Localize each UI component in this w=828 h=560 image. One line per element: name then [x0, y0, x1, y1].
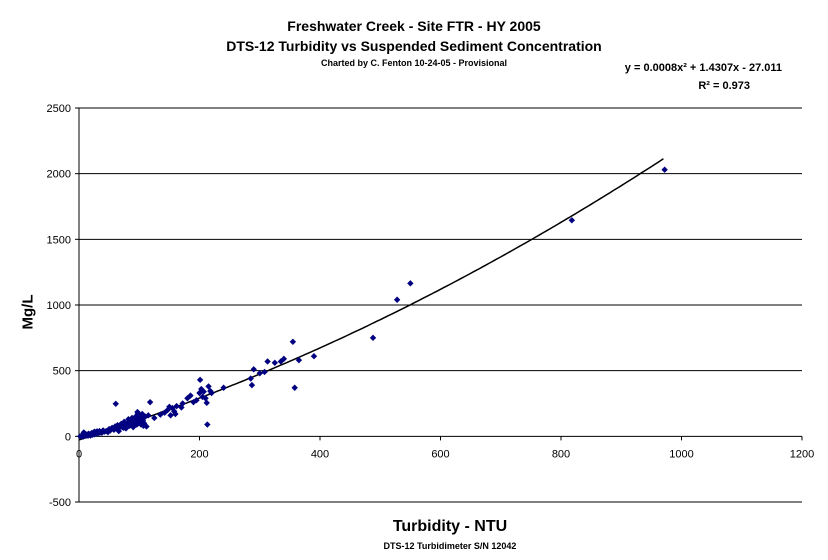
data-point — [289, 338, 297, 345]
data-point — [250, 366, 257, 373]
y-tick-label: 2000 — [47, 169, 71, 181]
y-tick-label: -500 — [49, 497, 71, 509]
data-point — [264, 358, 271, 365]
data-point — [661, 166, 668, 173]
data-point — [568, 217, 576, 224]
chart-title-line-2: DTS-12 Turbidity vs Suspended Sediment C… — [226, 38, 602, 54]
y-axis-ticks: 2500 2000 1500 1000 500 0 -500 — [47, 103, 79, 509]
trendline-r2: R² = 0.973 — [698, 80, 750, 92]
data-point — [151, 414, 158, 422]
data-point — [220, 384, 227, 391]
chart-subtitle: Charted by C. Fenton 10-24-05 - Provisio… — [320, 58, 508, 68]
data-point — [203, 399, 210, 407]
data-point — [179, 400, 186, 407]
x-axis-label: Turbidity - NTU — [392, 518, 508, 535]
x-tick-label: 1000 — [669, 448, 693, 460]
data-point — [200, 388, 207, 395]
chart-title: Freshwater Creek - Site FTR - HY 2005 — [287, 18, 541, 34]
data-point — [95, 430, 102, 437]
data-point — [256, 370, 263, 377]
data-point — [172, 410, 179, 418]
x-tick-label: 800 — [552, 448, 570, 460]
data-point — [407, 280, 414, 287]
y-tick-label: 0 — [65, 431, 71, 443]
x-tick-label: 200 — [190, 448, 208, 460]
data-point — [310, 353, 318, 360]
data-point — [202, 395, 209, 402]
y-tick-label: 1000 — [47, 300, 71, 312]
y-tick-label: 500 — [53, 366, 71, 378]
x-tick-label: 1200 — [790, 448, 814, 460]
trendline — [78, 158, 664, 441]
data-point — [193, 397, 200, 404]
data-point — [248, 381, 256, 389]
data-point — [271, 359, 279, 366]
x-tick-label: 400 — [311, 448, 329, 460]
data-point — [280, 355, 288, 363]
x-axis-ticks: 0 200 400 600 800 1000 1200 — [76, 436, 814, 460]
data-point — [196, 376, 204, 384]
data-point — [145, 412, 152, 419]
x-tick-label: 600 — [431, 448, 449, 460]
data-point — [291, 384, 298, 391]
data-point — [143, 423, 150, 430]
data-point — [247, 375, 254, 382]
data-point — [393, 296, 401, 303]
data-point — [295, 356, 303, 364]
data-point — [187, 392, 194, 399]
gridlines — [79, 107, 802, 503]
data-point — [115, 427, 122, 435]
x-tick-label: 0 — [76, 448, 82, 460]
data-point — [166, 403, 173, 410]
data-point — [205, 383, 212, 390]
x-axis-sublabel: DTS-12 Turbidimeter S/N 12042 — [383, 541, 517, 551]
y-tick-label: 1500 — [47, 234, 71, 246]
data-point — [196, 389, 203, 397]
data-point — [167, 412, 174, 419]
data-point — [173, 402, 180, 410]
data-point — [112, 400, 119, 407]
data-point — [204, 421, 211, 428]
data-point — [208, 389, 215, 397]
data-point — [146, 398, 154, 406]
data-point — [369, 334, 377, 342]
data-point — [104, 428, 112, 436]
y-tick-label: 2500 — [47, 103, 71, 115]
trendline-equation: y = 0.0008x² + 1.4307x - 27.011 — [624, 62, 782, 74]
trendline-path — [78, 158, 664, 441]
data-point — [261, 368, 268, 376]
data-points — [77, 166, 668, 440]
data-point — [98, 429, 106, 436]
